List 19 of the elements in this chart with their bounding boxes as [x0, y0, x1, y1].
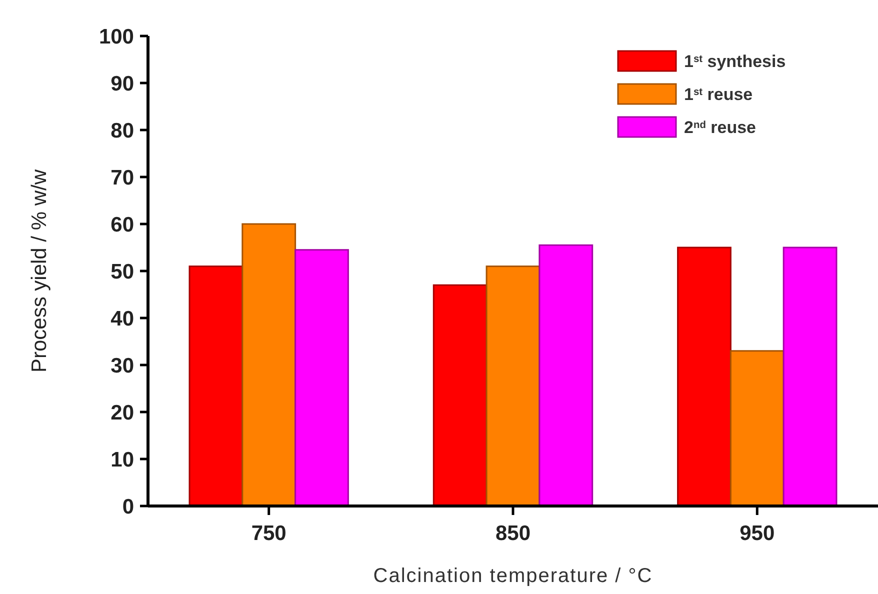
legend-label: 2$^{nd}$ reuse — [684, 118, 756, 137]
y-tick-label: 90 — [110, 72, 134, 96]
y-tick-label: 40 — [110, 307, 134, 330]
y-tick-label: 0 — [122, 495, 134, 518]
y-axis-title: Process yield / % w/w — [28, 168, 51, 373]
y-tick-label: 10 — [110, 448, 134, 472]
legend-label: 1$^{st}$ reuse — [684, 85, 753, 104]
y-tick-label: 20 — [110, 401, 134, 424]
x-tick-label: 750 — [251, 522, 286, 545]
y-tick-label: 100 — [98, 25, 134, 48]
y-tick-label: 30 — [110, 354, 134, 378]
x-tick-label: 950 — [740, 522, 775, 545]
y-tick-label: 50 — [110, 260, 134, 284]
legend-label: 1$^{st}$ synthesis — [684, 52, 786, 71]
y-tick-label: 60 — [110, 213, 134, 236]
y-tick-label: 70 — [110, 166, 134, 190]
x-tick-label: 850 — [495, 522, 531, 545]
x-axis-title: Calcination temperature / °C — [373, 565, 653, 587]
y-tick-label: 80 — [110, 119, 134, 142]
